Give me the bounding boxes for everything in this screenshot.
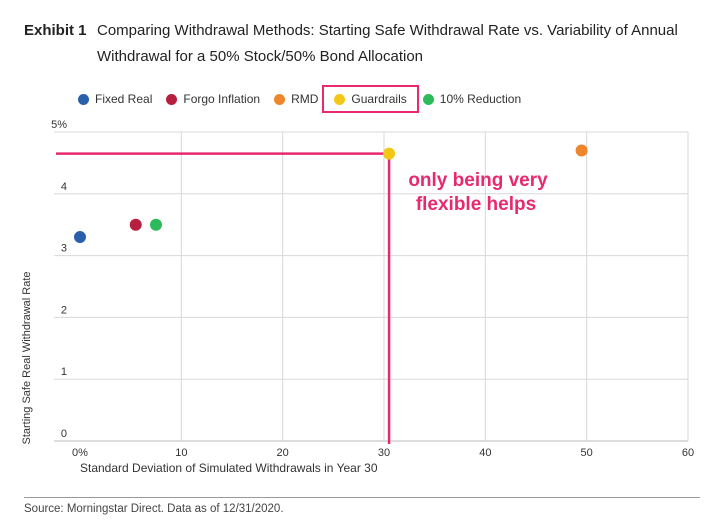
legend-label: RMD [291,92,319,106]
exhibit-label: Exhibit 1 [24,22,87,39]
legend-swatch [334,93,346,105]
legend-swatch [274,93,286,105]
source-note: Source: Morningstar Direct. Data as of 1… [24,503,284,515]
x-axis-label: Standard Deviation of Simulated Withdraw… [80,461,378,475]
y-axis-label: Starting Safe Real Withdrawal Rate [21,271,33,444]
y-tick-label: 2 [61,304,67,316]
point-rmd [575,144,588,157]
legend-item-10-reduction: 10% Reduction [422,92,522,106]
legend-swatch [166,93,178,105]
legend-item-forgo-inflation: Forgo Inflation [166,92,260,106]
point-forgo-inflation [129,218,142,231]
footer-divider [24,497,700,498]
legend-item-guardrails: Guardrails [322,85,419,113]
point-10-reduction [150,218,162,231]
gridlines [54,131,689,442]
y-tick-label: 0 [61,428,67,440]
callout-lines [56,152,391,444]
x-tick-label: 10 [175,447,187,459]
legend-item-rmd: RMD [274,92,318,106]
x-tick-label: 20 [277,447,289,459]
legend-item-fixed-real: Fixed Real [78,92,152,106]
x-tick-label: 50 [581,447,593,459]
legend-label: 10% Reduction [439,92,522,106]
legend-swatch [422,93,434,105]
y-tick-label: 3 [61,243,67,255]
y-tick-label: 4 [61,181,67,193]
y-tick-label: 5% [51,119,67,131]
x-tick-label: 0% [72,447,88,459]
legend-label: Forgo Inflation [183,92,261,106]
annotation-line-2: flexible helps [416,194,536,215]
legend-swatch [78,93,89,105]
x-tick-label: 40 [479,447,491,459]
x-tick-label: 30 [378,447,390,459]
point-guardrails [383,147,396,160]
legend-label: Fixed Real [95,92,153,106]
x-tick-label: 60 [682,447,694,459]
annotation-line-1: only being very [408,170,548,191]
y-tick-label: 1 [61,366,67,378]
point-fixed-real [74,231,86,244]
tick-labels: 0 1 2 3 4 5% 0% 10 20 30 40 50 60 [51,119,694,459]
legend-label: Guardrails [351,92,407,106]
legend: Fixed Real Forgo Inflation RMD Guardrails 10… [78,84,535,114]
title-text: Comparing Withdrawal Methods: Starting S… [97,22,678,65]
data-points [74,144,588,244]
